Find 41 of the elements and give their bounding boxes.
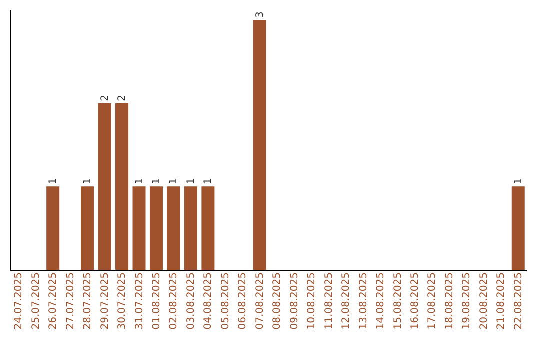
data-label: 2 [117, 94, 128, 102]
x-tick-label: 14.08.2025 [376, 272, 387, 330]
data-label: 1 [186, 178, 197, 185]
x-tick-label: 04.08.2025 [203, 272, 214, 330]
data-label: 1 [151, 178, 162, 185]
x-tick-label: 13.08.2025 [358, 272, 370, 330]
data-label: 1 [513, 178, 524, 185]
x-tick-label: 07.08.2025 [254, 272, 266, 330]
data-label: 1 [48, 178, 60, 185]
x-tick-label: 18.08.2025 [444, 272, 456, 330]
x-tick-label: 21.08.2025 [496, 272, 508, 330]
data-label: 3 [254, 12, 266, 18]
x-tick-label: 17.08.2025 [427, 272, 438, 330]
x-tick-label: 19.08.2025 [462, 272, 473, 330]
x-tick-label: 10.08.2025 [306, 272, 318, 330]
data-label: 1 [203, 178, 214, 185]
data-label: 2 [100, 94, 111, 102]
x-tick-label: 29.07.2025 [100, 272, 111, 330]
x-tick-label: 12.08.2025 [341, 272, 352, 330]
x-tick-label: 09.08.2025 [289, 272, 300, 330]
data-label: 1 [134, 178, 146, 185]
data-label: 1 [82, 178, 94, 185]
x-tick-label: 31.07.2025 [134, 272, 146, 330]
data-label: 1 [168, 178, 180, 185]
x-tick-label: 20.08.2025 [478, 272, 490, 330]
x-tick-label: 01.08.2025 [151, 272, 162, 330]
x-tick-label: 25.07.2025 [30, 272, 42, 330]
x-tick-label: 15.08.2025 [392, 272, 404, 330]
x-tick-label: 24.07.2025 [14, 272, 25, 330]
x-tick-label: 28.07.2025 [82, 272, 94, 330]
x-tick-label: 26.07.2025 [48, 272, 60, 330]
x-tick-label: 27.07.2025 [65, 272, 76, 330]
x-tick-label: 06.08.2025 [238, 272, 249, 330]
x-tick-label: 30.07.2025 [117, 272, 128, 330]
x-tick-label: 11.08.2025 [324, 272, 335, 330]
x-tick-label: 08.08.2025 [272, 272, 284, 330]
x-tick-label: 02.08.2025 [168, 272, 180, 330]
x-tick-label: 22.08.2025 [513, 272, 524, 330]
x-tick-label: 16.08.2025 [410, 272, 421, 330]
x-tick-label: 03.08.2025 [186, 272, 197, 330]
x-tick-label: 05.08.2025 [220, 272, 232, 330]
